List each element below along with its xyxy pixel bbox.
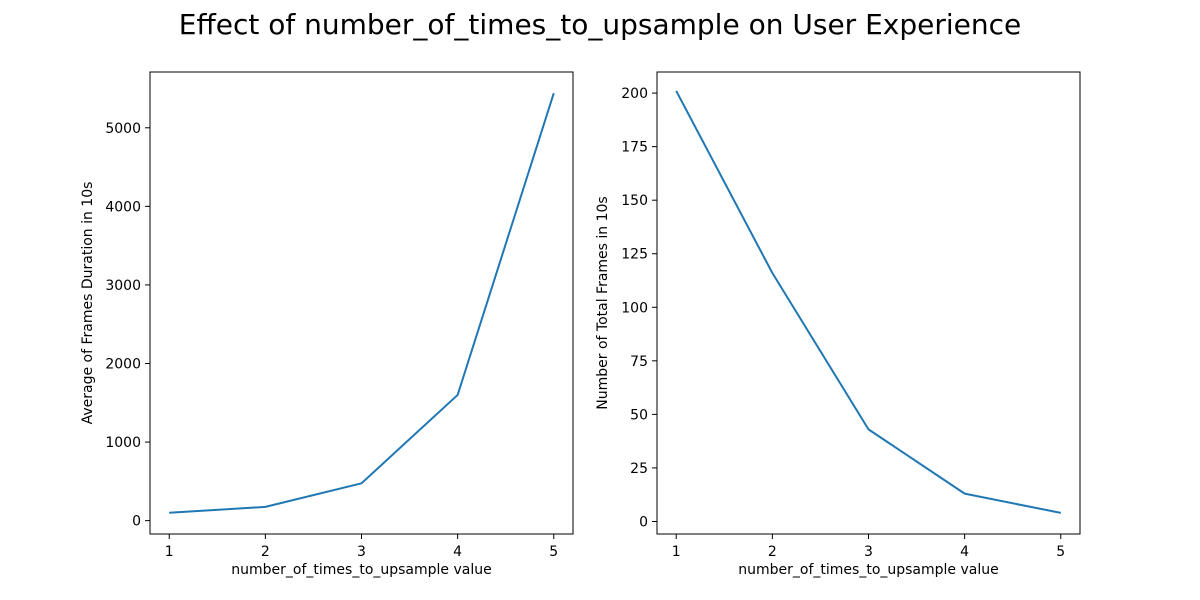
y-tick-label: 125	[621, 247, 648, 263]
x-tick-label: 5	[549, 544, 558, 560]
plot-frame	[656, 71, 1081, 535]
x-tick-label: 5	[1056, 544, 1065, 560]
y-tick-label: 150	[621, 193, 648, 209]
y-axis-label: Number of Total Frames in 10s	[595, 196, 611, 409]
x-axis-label: number_of_times_to_upsample value	[231, 562, 491, 578]
y-tick-label: 50	[630, 407, 648, 423]
y-tick-label: 5000	[105, 121, 141, 137]
x-tick-label: 3	[864, 544, 873, 560]
y-tick-label: 3000	[105, 278, 141, 294]
y-tick-label: 4000	[105, 199, 141, 215]
plot-frame	[149, 71, 574, 535]
y-tick-label: 200	[621, 86, 648, 102]
y-tick-label: 1000	[105, 435, 141, 451]
y-tick-label: 0	[639, 514, 648, 530]
x-tick-label: 1	[165, 544, 174, 560]
x-tick-label: 4	[960, 544, 969, 560]
y-tick-label: 25	[630, 461, 648, 477]
y-tick-label: 100	[621, 300, 648, 316]
x-tick-label: 3	[357, 544, 366, 560]
x-tick-label: 2	[768, 544, 777, 560]
subplot-frames-duration: 1 2 3 4 5 0 1000 2000 3000 4000 5000 number_of_time…	[80, 71, 574, 578]
x-axis-label: number_of_times_to_upsample value	[738, 562, 998, 578]
x-tick-label: 2	[261, 544, 270, 560]
x-tick-label: 4	[453, 544, 462, 560]
x-tick-label: 1	[672, 544, 681, 560]
y-tick-label: 0	[132, 514, 141, 530]
figure-title: Effect of number_of_times_to_upsample on…	[179, 8, 1021, 41]
subplot-total-frames: 1 2 3 4 50255075100125150175200number_of_tim…	[595, 71, 1081, 578]
y-tick-label: 175	[621, 140, 648, 156]
y-tick-label: 2000	[105, 357, 141, 373]
y-tick-label: 75	[630, 354, 648, 370]
y-axis-label: Average of Frames Duration in 10s	[80, 182, 96, 425]
